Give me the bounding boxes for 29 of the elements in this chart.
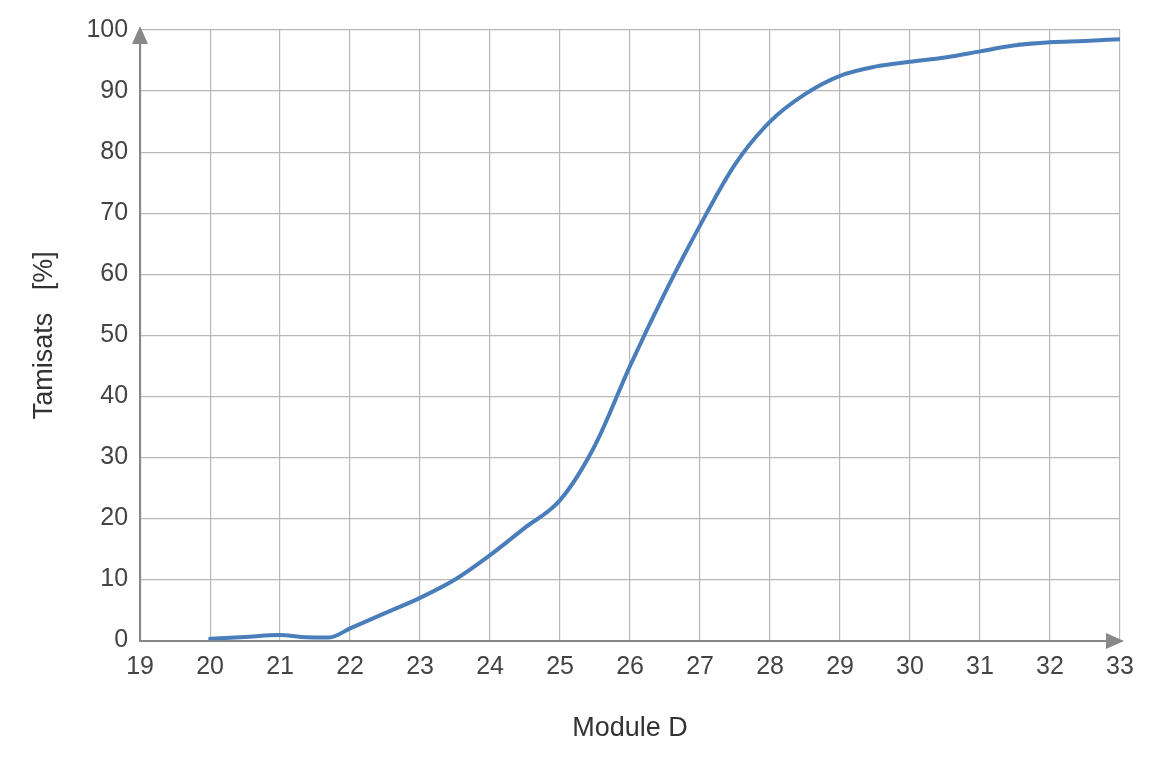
y-tick-label: 80 <box>100 136 129 165</box>
y-tick-label: 90 <box>100 74 129 103</box>
x-tick-label: 26 <box>616 651 644 680</box>
y-tick-label: 40 <box>100 380 129 409</box>
x-tick-label: 32 <box>1036 651 1064 680</box>
y-tick-label: 50 <box>100 319 129 348</box>
x-tick-label: 28 <box>756 651 784 680</box>
x-tick-label: 19 <box>126 651 155 680</box>
x-tick-label: 33 <box>1106 651 1134 680</box>
y-tick-label: 60 <box>100 258 129 287</box>
x-tick-label: 27 <box>686 651 714 680</box>
y-axis-title: Tamisats [%] <box>27 251 58 420</box>
x-tick-label: 25 <box>546 651 574 680</box>
y-tick-label: 70 <box>100 197 129 226</box>
x-tick-label: 22 <box>336 651 364 680</box>
y-tick-label: 10 <box>100 563 129 592</box>
x-axis-title: Module D <box>572 712 688 743</box>
x-tick-label: 23 <box>406 651 434 680</box>
line-series <box>208 37 1120 641</box>
x-tick-label: 20 <box>196 651 225 680</box>
y-tick-label: 20 <box>100 502 129 531</box>
y-tick-label: 0 <box>114 624 129 653</box>
x-tick-label: 29 <box>826 651 854 680</box>
x-tick-label: 30 <box>896 651 924 680</box>
x-tick-label: 21 <box>266 651 294 680</box>
y-tick-label: 100 <box>86 13 129 42</box>
x-tick-label: 24 <box>476 651 505 680</box>
y-tick-label: 30 <box>100 441 129 470</box>
x-tick-label: 31 <box>966 651 994 680</box>
